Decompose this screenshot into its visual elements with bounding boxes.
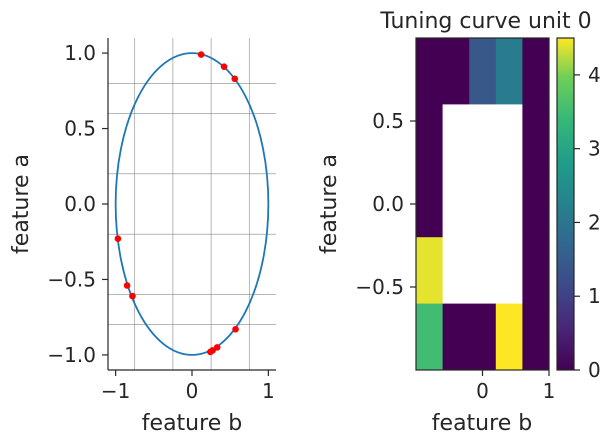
heatmap-cell [495, 237, 523, 305]
heatmap-cell [522, 237, 550, 305]
heatmap-cell [495, 104, 523, 172]
y-tick-label: 0.5 [372, 109, 404, 133]
heatmap-cell [495, 303, 523, 371]
y-tick-label: −1.0 [47, 343, 96, 367]
y-tick-label: 0.5 [64, 117, 96, 141]
y-tick-label: 0.0 [64, 192, 96, 216]
data-point [220, 63, 228, 70]
heatmap-cell [442, 237, 470, 305]
x-ticks: −1 0 1 [101, 370, 275, 403]
data-point [114, 235, 122, 243]
y-tick-label: 1.0 [64, 41, 96, 65]
heatmap-cell [469, 170, 497, 238]
heatmap-cell [416, 303, 444, 371]
x-axis-label: feature b [432, 411, 532, 436]
y-axis-label: feature a [317, 154, 342, 254]
data-points [114, 51, 239, 356]
colorbar-tick-label: 1 [588, 284, 601, 308]
x-tick-label: 1 [262, 379, 275, 403]
y-tick-label: 0.0 [372, 192, 404, 216]
colorbar-tick-label: 2 [588, 210, 601, 234]
colorbar-tick-label: 4 [588, 63, 601, 87]
heatmap-cell [469, 38, 497, 105]
heatmap-cell [442, 104, 470, 172]
heatmap-cell [416, 237, 444, 305]
heatmap-cell [495, 170, 523, 238]
x-tick-label: 1 [543, 379, 556, 403]
heatmap-cells [416, 38, 550, 371]
heatmap-cell [442, 38, 470, 105]
heatmap-cell [416, 38, 444, 105]
unit-circle-curve [114, 52, 270, 356]
colorbar-tick-label: 3 [588, 137, 601, 161]
data-point [197, 51, 205, 58]
y-ticks: −0.5 0.0 0.5 [355, 109, 416, 299]
heatmap-cell [442, 170, 470, 238]
y-tick-label: −0.5 [355, 275, 404, 299]
x-tick-label: −1 [101, 379, 130, 403]
data-point [129, 292, 136, 300]
colorbar-gradient [556, 37, 575, 371]
heatmap-cell [416, 170, 444, 238]
heatmap-cell [416, 104, 444, 172]
colorbar-tick-label: 0 [588, 358, 601, 382]
colorbar: 0 1 2 3 4 [556, 37, 601, 382]
heatmap-cell [469, 237, 497, 305]
data-point [123, 282, 131, 289]
x-tick-label: 0 [186, 379, 199, 403]
y-axis-label: feature a [9, 154, 34, 254]
x-tick-label: 0 [476, 379, 489, 403]
y-tick-label: −0.5 [47, 267, 96, 291]
heatmap-cell [522, 104, 550, 172]
heatmap-cell [522, 170, 550, 238]
colorbar-ticks: 0 1 2 3 4 [574, 63, 601, 382]
heatmap-cell [522, 303, 550, 371]
grid-lines [108, 38, 276, 370]
data-point [231, 75, 239, 83]
heatmap-cell [442, 303, 470, 371]
heatmap-cell [469, 104, 497, 172]
data-point [232, 325, 239, 333]
heatmap-cell [495, 38, 523, 105]
data-point [207, 348, 214, 356]
heatmap-cell [522, 38, 550, 105]
x-axis-label: feature b [142, 411, 242, 436]
y-ticks: −1.0 −0.5 0.0 0.5 1.0 [47, 41, 108, 367]
chart-title: Tuning curve unit 0 [379, 9, 591, 34]
scatter-plot: −1 0 1 −1.0 −0.5 0.0 0.5 1.0 feature b feature… [9, 38, 276, 436]
heatmap-cell [469, 303, 497, 371]
